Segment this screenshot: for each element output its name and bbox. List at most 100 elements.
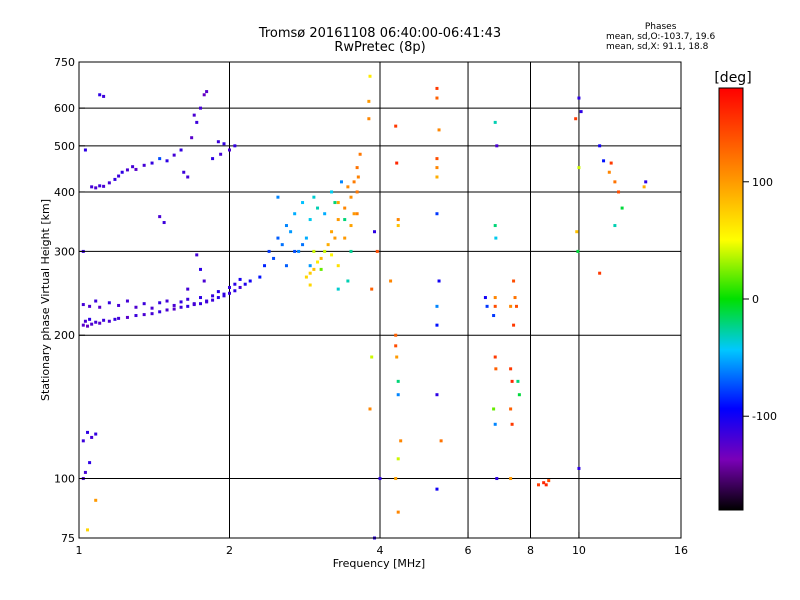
data-point [158,301,162,305]
data-point [544,483,548,487]
data-point [120,170,124,174]
data-point [439,439,443,443]
data-point [81,303,85,307]
data-point [575,230,579,234]
data-point [396,218,400,222]
data-point [512,279,516,283]
data-point [367,99,371,103]
y-tick-label: 300 [54,245,75,258]
data-point [179,300,183,304]
data-point [435,393,439,397]
data-point [510,422,514,426]
data-point [98,184,102,188]
data-point [182,170,186,174]
data-point [172,307,176,311]
data-point [86,430,90,434]
data-point [358,152,362,156]
data-point [378,477,382,481]
colorbar-ticks: 100 0 -100 [743,176,777,423]
data-point [98,305,102,309]
data-point [574,117,578,121]
data-point [343,236,347,240]
data-point [192,302,196,306]
data-point [134,305,138,309]
data-point [375,249,379,253]
phases-label: Phases [644,22,677,32]
colorbar-tick-label: 100 [752,176,773,189]
data-point [308,264,312,268]
data-point [609,161,613,165]
data-point [367,117,371,121]
data-point [248,279,252,283]
data-point [336,218,340,222]
data-point [368,74,372,78]
colorbar-unit: [deg] [714,70,751,86]
data-point [395,355,399,359]
data-point [117,174,121,178]
data-point [312,249,316,253]
data-point [396,457,400,461]
data-point [493,355,497,359]
data-point [125,315,129,319]
data-point [373,230,377,234]
data-point [493,120,497,124]
data-point [222,292,226,296]
data-point [165,159,169,163]
y-tick-label: 100 [54,473,75,486]
data-point [435,96,439,100]
data-point [142,163,146,167]
data-point [83,470,87,474]
colorbar-tick-label: 0 [752,293,759,306]
data-point [301,201,305,205]
colorbar-gradient [718,87,744,511]
data-point [83,319,87,323]
data-point [186,304,190,308]
data-point [195,253,199,257]
data-point [113,177,117,181]
data-point [222,142,226,146]
data-point [172,303,176,307]
data-point [228,285,231,289]
data-point [88,317,92,321]
data-point [125,299,129,303]
data-point [289,230,293,234]
x-tick-label: 8 [527,544,534,557]
data-point [150,161,154,165]
data-point [94,320,98,324]
data-point [233,144,237,148]
data-point [113,317,117,321]
data-point [576,249,580,253]
data-point [267,249,271,253]
colorbar-tick-label: -100 [752,410,777,423]
data-point [98,93,102,97]
data-point [98,321,102,325]
data-point [319,267,323,271]
data-point [485,304,489,308]
data-point [216,140,220,144]
data-point [280,243,284,247]
data-point [172,153,176,157]
phases-summary: Phases mean, sd,O:-103.7, 19.6 mean, sd,… [606,22,715,52]
data-point [102,94,106,98]
data-point [493,296,497,300]
data-point [509,304,513,308]
data-point [199,106,203,110]
data-point [437,279,441,283]
data-point [319,256,323,260]
data-point [81,323,85,327]
data-point [107,319,111,323]
data-point [308,218,312,222]
chart-subtitle: RwPretec (8p) [334,40,426,55]
data-points [81,74,648,540]
data-point [228,148,231,152]
data-point [435,175,439,179]
data-point [90,435,94,439]
data-point [192,113,196,117]
data-point [150,306,154,310]
data-point [86,324,90,328]
y-axis-label: Stationary phase Virtual Height [km] [39,199,52,401]
data-point [199,302,203,306]
data-point [158,310,162,314]
data-point [308,271,312,275]
y-tick-label: 400 [54,186,75,199]
